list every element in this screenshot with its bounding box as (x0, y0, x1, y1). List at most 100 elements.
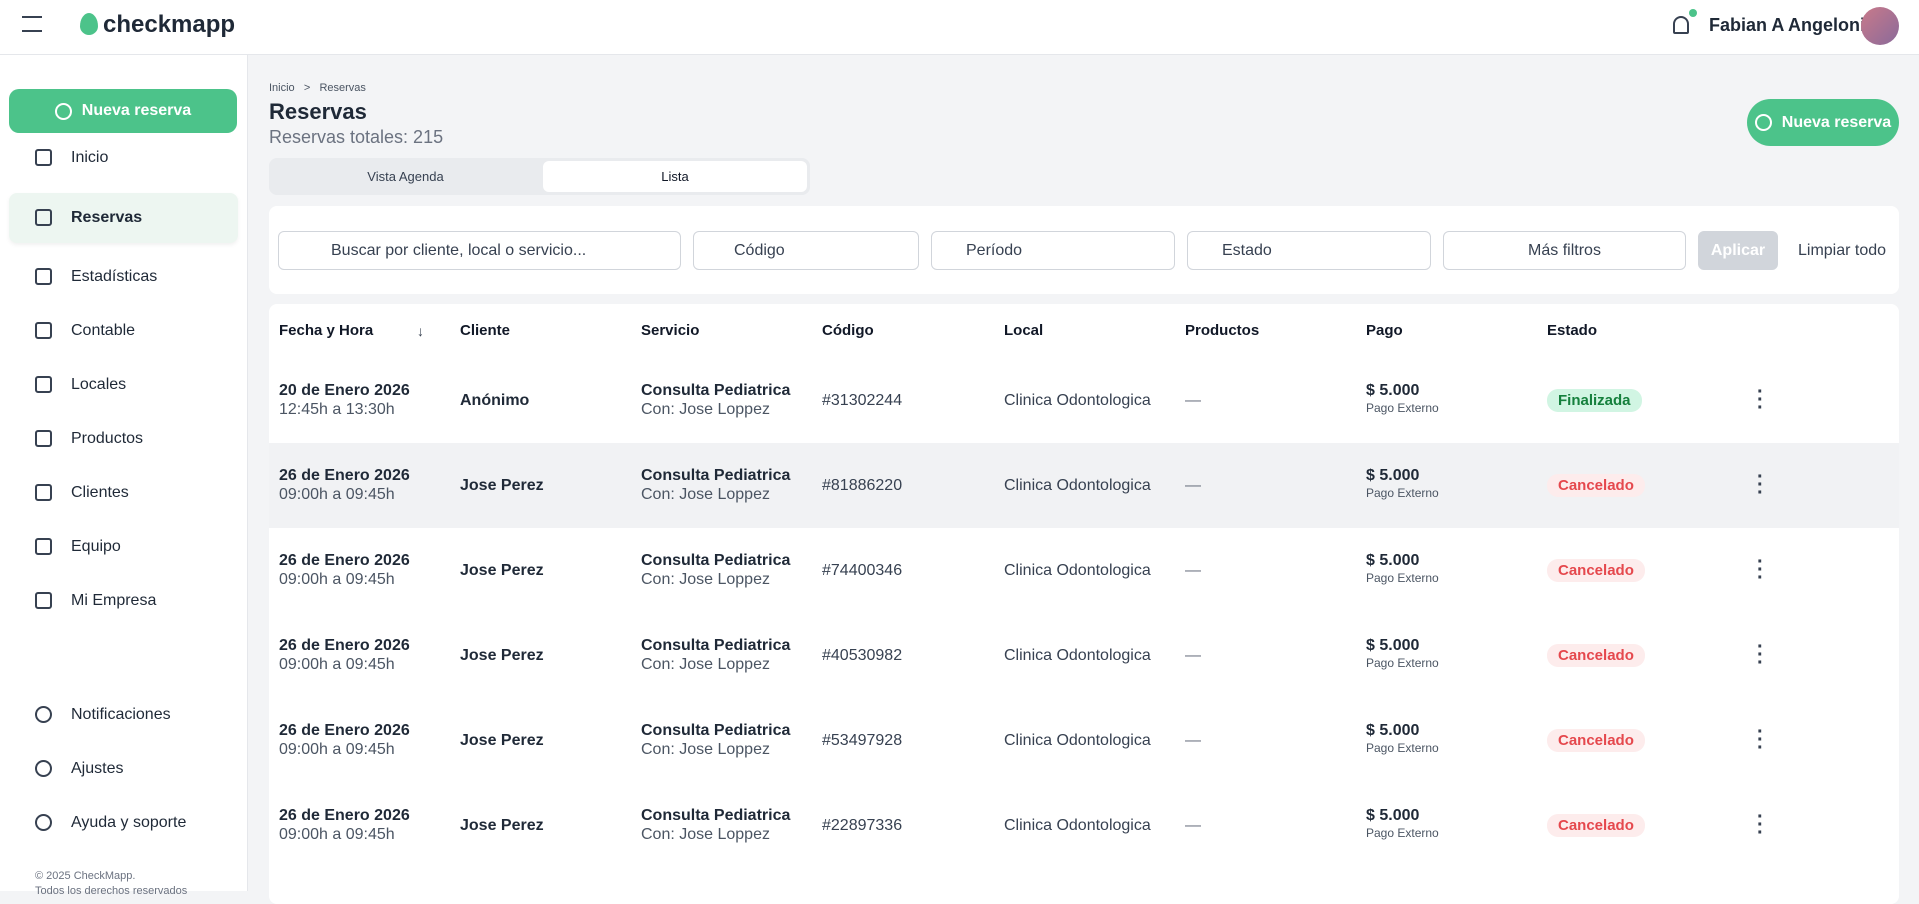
nav-item[interactable]: Inicio (9, 133, 238, 183)
cell-secondary: Pago Externo (1366, 401, 1439, 415)
nav-item[interactable]: Reservas (9, 193, 238, 243)
cell-secondary: Pago Externo (1366, 486, 1439, 500)
table-row[interactable]: 20 de Enero 2026 12:45h a 13:30h Anónimo Co… (269, 358, 1899, 443)
column-header: Cliente (460, 322, 511, 339)
code-input[interactable]: Código (693, 231, 919, 270)
total: Reservas totales: 215 (269, 127, 444, 147)
row-menu[interactable]: · · · (1757, 466, 1764, 504)
search-input[interactable]: Buscar por cliente, local o servicio... (278, 231, 681, 270)
nav-item[interactable]: Ajustes (9, 744, 238, 794)
cell-secondary: 12:45h a 13:30h (279, 401, 395, 418)
table-row[interactable]: 26 de Enero 2026 09:00h a 09:45h Jose Pere… (269, 698, 1899, 783)
tab-active[interactable]: Lista (543, 161, 807, 192)
row-menu[interactable]: · · · (1757, 721, 1764, 759)
cell-secondary: Con: Jose Loppez (641, 571, 770, 588)
column-header: Productos (1185, 322, 1260, 339)
page-title: Reservas (269, 99, 367, 124)
nav-label: Ayuda y soporte (71, 814, 187, 831)
sidebar: Nueva reserva Inicio Reservas Estadísticas… (0, 55, 248, 897)
client: Jose Perez (460, 562, 544, 579)
status-badge: Cancelado (1547, 474, 1645, 497)
row-menu[interactable]: · · · (1757, 806, 1764, 844)
new-reservation-button[interactable]: Nueva reserva (9, 89, 237, 133)
status-select[interactable]: Estado (1187, 231, 1431, 270)
cell-secondary: 09:00h a 09:45h (279, 571, 395, 588)
breadcrumb: Inicio > Reservas (269, 82, 366, 94)
nav-item[interactable]: Estadísticas (9, 252, 238, 302)
row-menu[interactable]: · · · (1757, 381, 1764, 419)
bell-icon[interactable] (1673, 16, 1689, 34)
nav-label: Estadísticas (71, 268, 158, 285)
nav-item[interactable]: Equipo (9, 522, 238, 572)
nav-item[interactable]: Notificaciones (9, 690, 238, 740)
cell-secondary: Pago Externo (1366, 571, 1439, 585)
nav-item[interactable]: Mi Empresa (9, 576, 238, 626)
column-header[interactable]: Fecha y Hora (279, 322, 374, 339)
view-tabs: Vista Agenda Lista (269, 158, 810, 195)
nav-label: Contable (71, 322, 136, 339)
cell-primary: 26 de Enero 2026 (279, 467, 410, 484)
cell-secondary: Pago Externo (1366, 656, 1439, 670)
row-menu[interactable]: · · · (1757, 551, 1764, 589)
clear-button[interactable]: Limpiar todo (1798, 242, 1887, 259)
cell-primary: 26 de Enero 2026 (279, 722, 410, 739)
cell-primary: $ 5.000 (1366, 637, 1420, 654)
table-row[interactable]: 26 de Enero 2026 09:00h a 09:45h Jose Pere… (269, 443, 1899, 528)
nav-icon (35, 706, 52, 723)
status-badge: Finalizada (1547, 389, 1642, 412)
status-badge: Cancelado (1547, 814, 1645, 837)
products: — (1185, 562, 1201, 579)
crumb[interactable]: Inicio (269, 82, 295, 94)
nav-item[interactable]: Locales (9, 360, 238, 410)
brand: checkmapp (103, 11, 236, 38)
products: — (1185, 647, 1201, 664)
cell-primary: Consulta Pediatrica (641, 552, 791, 569)
table-row[interactable]: 26 de Enero 2026 09:00h a 09:45h Jose Pere… (269, 783, 1899, 868)
cell-secondary: Con: Jose Loppez (641, 486, 770, 503)
more-filters-button[interactable]: Más filtros (1443, 231, 1686, 270)
nav-icon (35, 149, 52, 166)
table-row[interactable]: 26 de Enero 2026 09:00h a 09:45h Jose Pere… (269, 613, 1899, 698)
nav-icon (35, 814, 52, 831)
nav-label: Notificaciones (71, 706, 171, 723)
crumb-sep: > (303, 82, 311, 94)
nav-icon (35, 484, 52, 501)
location: Clinica Odontologica (1004, 477, 1151, 494)
column-header: Servicio (641, 322, 700, 339)
menu-icon[interactable] (22, 16, 42, 32)
cell-secondary: Con: Jose Loppez (641, 741, 770, 758)
user-name[interactable]: Fabian A Angeloni (1709, 15, 1865, 35)
nav-label: Ajustes (71, 760, 124, 777)
nav-icon (35, 268, 52, 285)
nav-label: Locales (71, 376, 127, 393)
cell-primary: $ 5.000 (1366, 807, 1420, 824)
code: #31302244 (822, 392, 903, 409)
nav-item[interactable]: Ayuda y soporte (9, 798, 238, 848)
avatar[interactable] (1861, 7, 1899, 45)
nav-label: Clientes (71, 484, 129, 501)
cell-primary: Consulta Pediatrica (641, 722, 791, 739)
cell-secondary: Con: Jose Loppez (641, 401, 770, 418)
apply-button[interactable]: Aplicar (1698, 231, 1778, 270)
new-reservation-button[interactable]: Nueva reserva (1747, 99, 1899, 146)
row-menu[interactable]: · · · (1757, 636, 1764, 674)
nav-item[interactable]: Clientes (9, 468, 238, 518)
code: #74400346 (822, 562, 903, 579)
code: #81886220 (822, 477, 903, 494)
cell-primary: Consulta Pediatrica (641, 467, 791, 484)
nav-icon (35, 538, 52, 555)
table-row[interactable]: 26 de Enero 2026 09:00h a 09:45h Jose Pere… (269, 528, 1899, 613)
nav-item[interactable]: Productos (9, 414, 238, 464)
period-select[interactable]: Período (931, 231, 1175, 270)
status-badge: Cancelado (1547, 644, 1645, 667)
cell-primary: $ 5.000 (1366, 467, 1420, 484)
cell-primary: $ 5.000 (1366, 382, 1420, 399)
nav-item[interactable]: Contable (9, 306, 238, 356)
footer-text: Todos los derechos reservados (35, 885, 188, 897)
cell-primary: 26 de Enero 2026 (279, 552, 410, 569)
tab[interactable]: Vista Agenda (367, 169, 444, 184)
label: Nueva reserva (1781, 113, 1892, 131)
products: — (1185, 817, 1201, 834)
cell-secondary: Pago Externo (1366, 741, 1439, 755)
